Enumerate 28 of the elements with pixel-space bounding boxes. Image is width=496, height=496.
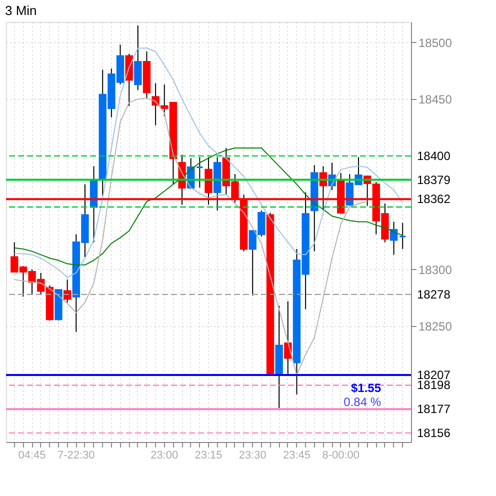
y-tick-label: 18500 bbox=[418, 36, 452, 50]
ref-line-label: 18278 bbox=[417, 287, 451, 302]
x-tick-label: 23:15 bbox=[194, 450, 222, 462]
candlestick bbox=[152, 82, 160, 126]
y-tick-label: 18300 bbox=[418, 262, 452, 277]
x-tick-label: 04:45 bbox=[18, 450, 46, 462]
annotation: 0.84 % bbox=[344, 395, 382, 409]
ref-line-label: 18177 bbox=[417, 402, 451, 416]
candlestick bbox=[398, 222, 406, 250]
candlestick bbox=[196, 156, 204, 188]
line-series bbox=[14, 48, 404, 278]
ref-line-label: 18198 bbox=[417, 378, 451, 392]
x-tick-label: 23:00 bbox=[150, 450, 178, 462]
x-tick-label: 8-00:00 bbox=[322, 450, 360, 462]
candlestick bbox=[284, 300, 292, 376]
x-tick-label: 23:45 bbox=[282, 450, 310, 462]
line-series bbox=[14, 98, 368, 376]
x-tick-label: 23:30 bbox=[238, 450, 266, 462]
annotation: $1.55 bbox=[350, 381, 382, 395]
ref-line-label: 18379 bbox=[417, 172, 451, 187]
x-tick-label: 7-22:30 bbox=[57, 450, 95, 462]
chart-title: 3 Min bbox=[5, 3, 37, 18]
y-tick-label: 18450 bbox=[418, 92, 452, 107]
ref-line-label: 18362 bbox=[417, 192, 451, 206]
y-tick-label: 18250 bbox=[418, 320, 452, 334]
ref-line-label: 18156 bbox=[417, 426, 451, 440]
candlestick bbox=[134, 24, 142, 91]
ref-line-label: 18400 bbox=[417, 148, 451, 163]
